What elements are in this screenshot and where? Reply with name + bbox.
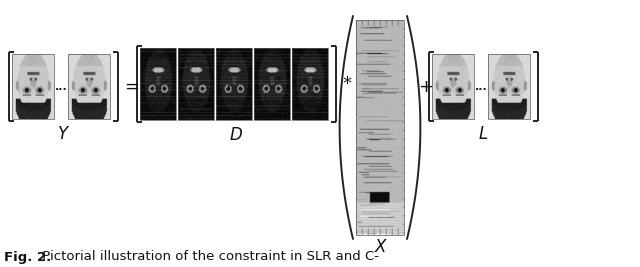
Text: D: D <box>230 126 243 144</box>
Text: ...: ... <box>54 81 67 92</box>
Text: X: X <box>374 238 386 256</box>
Bar <box>68 54 110 119</box>
Bar <box>356 20 404 235</box>
Text: Y: Y <box>58 125 68 143</box>
Text: +: + <box>418 77 433 96</box>
Bar <box>488 54 530 119</box>
Bar <box>432 54 474 119</box>
Text: Pictorial illustration of the constraint in SLR and C-: Pictorial illustration of the constraint… <box>38 250 379 264</box>
Bar <box>178 48 214 120</box>
Bar <box>216 48 252 120</box>
Bar <box>140 48 176 120</box>
Bar <box>292 48 328 120</box>
Text: ...: ... <box>227 79 239 89</box>
Text: *: * <box>342 75 351 93</box>
Text: =: = <box>124 77 139 96</box>
Text: L: L <box>478 125 488 143</box>
Text: ...: ... <box>475 81 488 92</box>
Bar <box>254 48 290 120</box>
Text: Fig. 2.: Fig. 2. <box>4 250 51 264</box>
Bar <box>12 54 54 119</box>
